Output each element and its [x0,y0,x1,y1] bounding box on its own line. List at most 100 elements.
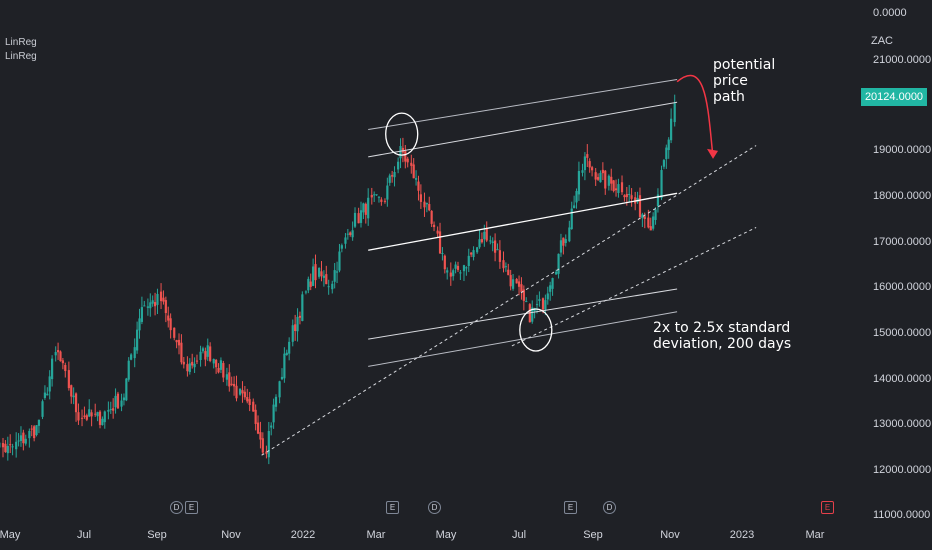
candle-body [159,291,163,302]
candle-body [377,196,381,198]
candle-body [467,255,470,267]
dividend-event-marker[interactable]: D [428,501,441,514]
candle-body [590,167,594,171]
candle-body [149,302,152,309]
candle-body [241,390,244,394]
candle-body [673,103,676,123]
candle-body [280,376,284,380]
candle-body [515,279,518,284]
candle-body [586,154,589,158]
candle-body [331,283,334,290]
candle-body [169,318,172,331]
candle-body [54,352,57,356]
price-axis-label: 18000.0000 [873,190,931,202]
dividend-event-marker[interactable]: D [603,501,616,514]
earnings-event-marker[interactable]: E [821,501,834,514]
time-axis-label: Sep [583,529,603,541]
candle-body [127,360,130,380]
candle-body [630,195,633,199]
candle-body [94,413,97,415]
indicator-label-linreg-1[interactable]: LinReg [5,37,37,48]
candle-body [298,315,302,318]
candle-body [33,426,36,439]
candle-body [222,363,225,378]
candle-body [335,271,339,273]
candle-body [309,281,312,287]
candle-body [662,160,666,167]
candle-body [56,350,60,353]
candle-body [259,432,262,440]
candle-body [599,172,602,183]
candle-body [41,401,44,417]
candle-body [667,139,670,151]
candle-body [296,316,299,332]
candle-body [485,228,488,241]
candle-body [410,162,413,166]
candle-body [362,203,365,213]
candle-body [399,146,402,159]
candle-body [173,327,176,338]
candle-body [614,188,618,191]
candle-body [83,415,86,417]
candle-body [177,339,181,346]
annotation-standard-deviation[interactable]: 2x to 2.5x standard deviation, 200 days [653,320,791,352]
candle-body [180,342,183,363]
time-axis-label: 2023 [730,529,754,541]
candle-body [549,285,552,292]
candle-body [64,364,67,372]
candle-body [628,193,631,195]
candle-body [414,178,418,180]
candle-body [320,271,323,277]
candle-body [228,372,231,387]
candle-body [594,172,597,180]
candle-body [652,216,655,229]
candle-body [107,409,110,412]
candle-body [19,435,23,441]
candle-body [607,175,610,186]
projection-arrow [676,74,714,157]
candle-body [620,182,624,193]
annotation-potential-price-path[interactable]: potential price path [713,57,775,105]
candle-body [564,239,567,243]
candle-body [285,352,288,355]
candle-body [256,422,260,434]
candle-body [212,359,215,364]
candle-body [357,213,360,224]
earnings-event-marker[interactable]: E [564,501,577,514]
candle-body [353,212,357,227]
candle-body [96,412,99,417]
annotation-line: 2x to 2.5x standard [653,320,791,336]
candle-body [456,265,460,270]
candle-body [351,230,354,238]
candle-body [373,194,376,196]
candle-body [404,150,407,162]
candle-body [327,286,330,288]
candle-body [85,415,88,420]
candle-body [428,204,431,211]
candle-body [35,425,38,436]
candle-body [37,419,41,426]
earnings-event-marker[interactable]: E [386,501,399,514]
earnings-event-marker[interactable]: E [185,501,198,514]
candle-body [140,307,144,322]
candle-body [254,409,257,424]
price-axis-label: 17000.0000 [873,236,931,248]
linreg-channel-bottom [368,311,678,367]
candle-body [349,232,352,235]
candle-body [498,250,501,262]
candle-body [535,304,539,306]
time-axis-label: Nov [221,529,241,541]
candle-body [459,272,462,274]
candle-body [638,195,642,218]
candle-body [432,224,436,228]
candle-body [465,267,468,269]
candle-body [588,161,591,168]
candle-body [238,388,242,395]
dividend-event-marker[interactable]: D [170,501,183,514]
candle-body [364,203,367,215]
time-axis-label: Jul [512,529,526,541]
candle-body [122,397,126,401]
indicator-label-linreg-2[interactable]: LinReg [5,51,37,62]
